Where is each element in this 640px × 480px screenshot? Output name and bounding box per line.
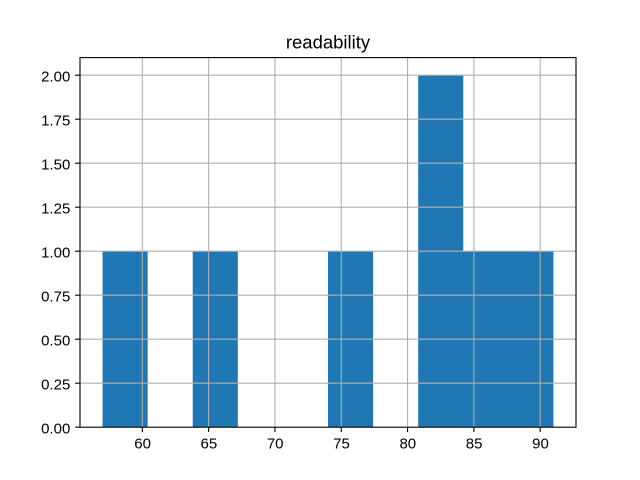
svg-text:1.50: 1.50 [41,156,70,173]
svg-text:0.25: 0.25 [41,376,70,393]
svg-text:90: 90 [532,435,549,452]
svg-text:75: 75 [333,435,350,452]
svg-text:1.25: 1.25 [41,200,70,217]
svg-text:2.00: 2.00 [41,68,70,85]
svg-text:1.75: 1.75 [41,112,70,129]
svg-text:0.75: 0.75 [41,288,70,305]
svg-text:1.00: 1.00 [41,244,70,261]
svg-text:readability: readability [286,32,371,53]
svg-text:80: 80 [399,435,416,452]
svg-text:0.00: 0.00 [41,420,70,437]
svg-text:70: 70 [267,435,284,452]
svg-text:65: 65 [201,435,218,452]
svg-text:85: 85 [466,435,483,452]
svg-text:0.50: 0.50 [41,332,70,349]
svg-text:60: 60 [134,435,151,452]
